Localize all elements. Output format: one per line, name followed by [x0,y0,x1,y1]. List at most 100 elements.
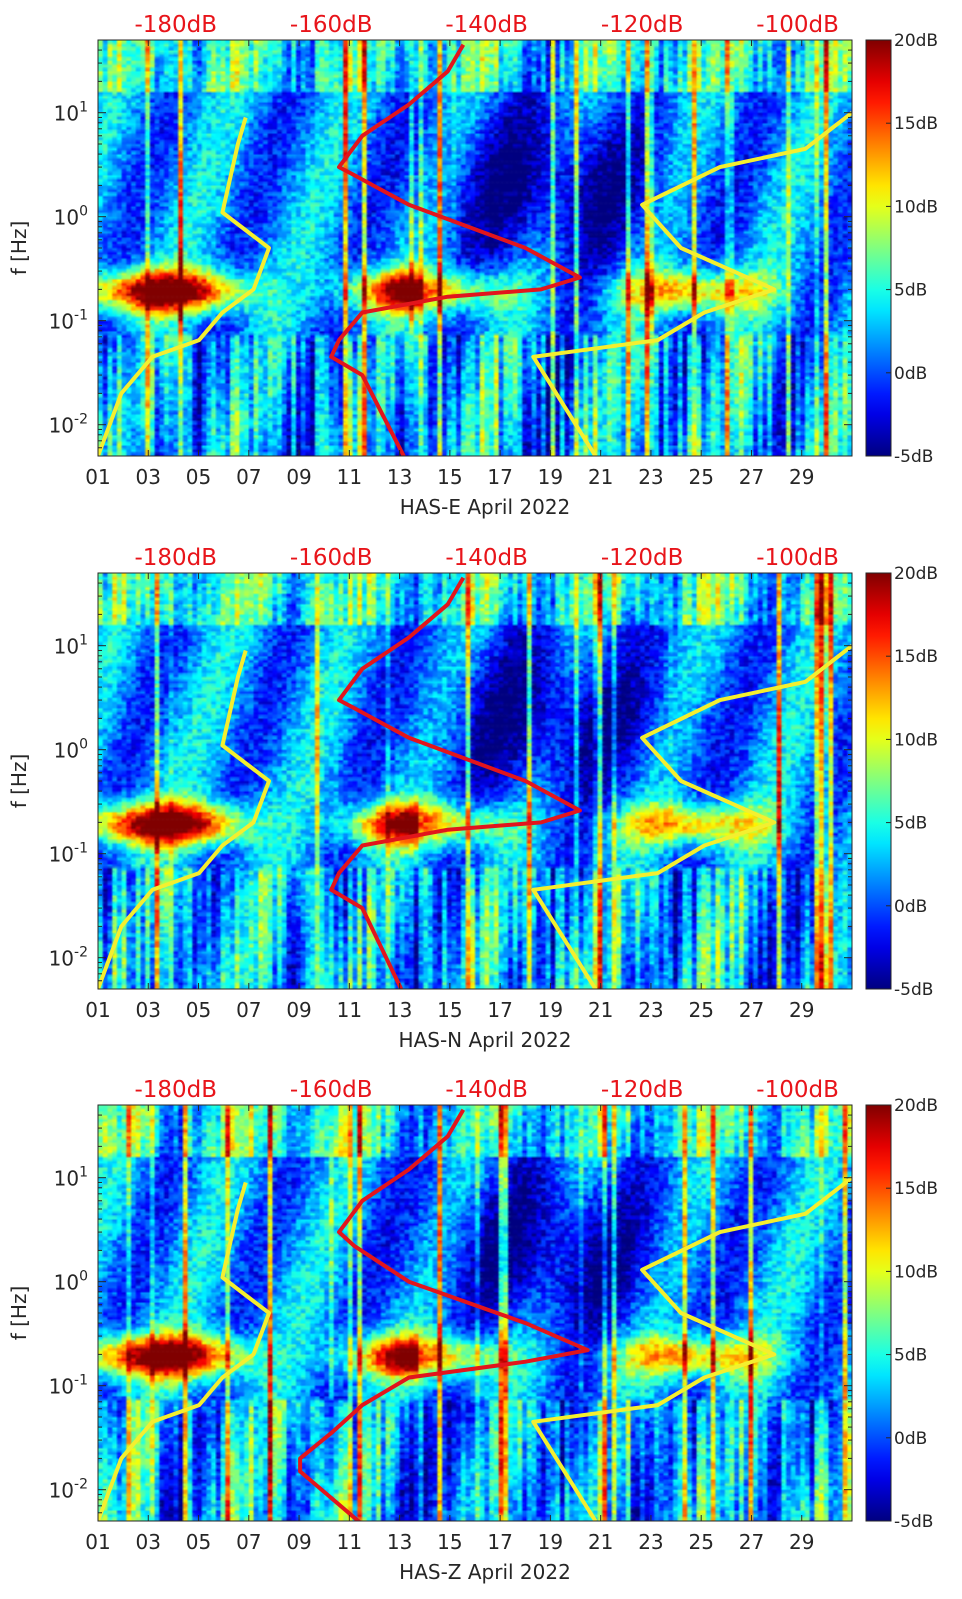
top-axis-label: -160dB [290,545,373,571]
top-axis-label: -120dB [601,1077,684,1103]
x-tick-label: 23 [638,465,663,489]
top-axis-label: -120dB [601,545,684,571]
colorbar-label: 15dB [894,1179,938,1199]
panel-2: 01 03 05 07 09 11 13 15 17 19 21 23 25 27 29 HAS-N Apri… [7,545,938,1052]
colorbar-label: -5dB [894,447,933,467]
x-tick-label: 09 [286,998,311,1022]
x-axis-label: HAS-Z April 2022 [399,1560,571,1584]
x-tick-label: 19 [538,998,563,1022]
colorbar-label: 0dB [894,364,927,384]
colorbar-label: 15dB [894,647,938,667]
x-tick-label: 17 [487,998,512,1022]
x-tick-label: 11 [337,465,362,489]
top-axis-label: -140dB [445,12,528,38]
spectrogram-image [98,40,852,456]
x-tick-label: 09 [286,465,311,489]
panel-3: 01 03 05 07 09 11 13 15 17 19 21 23 25 27 29 HAS-Z Apri… [7,1077,938,1584]
y-axis-label: f [Hz] [7,754,31,809]
colorbar-label: 20dB [894,31,938,51]
x-tick-label: 25 [688,1530,713,1554]
series-line-3 [531,644,852,989]
top-axis-label: -100dB [756,1077,839,1103]
x-tick-label: 17 [487,1530,512,1554]
colorbar-label: 5dB [894,281,927,301]
x-tick-label: 03 [136,998,161,1022]
x-tick-label: 07 [236,1530,261,1554]
y-tick-label: 100 [54,1269,88,1295]
top-axis-label: -180dB [134,1077,217,1103]
x-tick-label: 27 [739,1530,764,1554]
y-tick-label: 101 [54,633,88,659]
colorbar-label: 5dB [894,1346,927,1366]
panel-1: 01 03 05 07 09 11 13 15 17 19 21 23 25 27 29 HAS-E Apri… [7,12,938,519]
x-tick-label: 19 [538,1530,563,1554]
x-tick-label: 19 [538,465,563,489]
x-tick-label: 03 [136,1530,161,1554]
x-tick-label: 23 [638,998,663,1022]
colorbar-label: -5dB [894,980,933,1000]
x-tick-label: 15 [437,1530,462,1554]
x-tick-label: 13 [387,465,412,489]
x-tick-label: 15 [437,998,462,1022]
colorbar-label: 0dB [894,1429,927,1449]
y-tick-label: 101 [54,1165,88,1191]
x-tick-label: 29 [789,465,814,489]
colorbar [865,39,892,457]
series-line-2 [329,576,582,989]
top-axis-label: -120dB [601,12,684,38]
colorbar-label: 10dB [894,730,938,750]
x-tick-label: 29 [789,1530,814,1554]
top-axis-label: -180dB [134,545,217,571]
colorbar-label: 20dB [894,1096,938,1116]
x-axis-label: HAS-E April 2022 [400,495,571,519]
x-axis-label: HAS-N April 2022 [399,1028,572,1052]
x-tick-label: 21 [588,1530,613,1554]
y-tick-label: 10-2 [49,412,88,438]
x-tick-label: 25 [688,998,713,1022]
y-tick-label: 10-2 [49,945,88,971]
x-tick-label: 11 [337,998,362,1022]
x-tick-label: 25 [688,465,713,489]
x-tick-label: 17 [487,465,512,489]
series-line-1 [98,116,271,456]
series-line-1 [98,1181,271,1521]
y-tick-label: 10-1 [49,841,88,867]
x-tick-label: 05 [186,465,211,489]
x-tick-label: 15 [437,465,462,489]
y-tick-label: 10-2 [49,1477,88,1503]
y-tick-label: 10-1 [49,1373,88,1399]
x-tick-label: 05 [186,998,211,1022]
y-tick-label: 101 [54,100,88,126]
y-tick-label: 100 [54,204,88,230]
colorbar [865,1104,892,1522]
top-axis-label: -160dB [290,1077,373,1103]
top-axis-label: -100dB [756,545,839,571]
x-tick-label: 01 [85,998,110,1022]
top-axis-label: -160dB [290,12,373,38]
colorbar-label: 10dB [894,197,938,217]
x-tick-label: 13 [387,1530,412,1554]
x-tick-label: 13 [387,998,412,1022]
spectrogram-image [98,573,852,989]
y-tick-label: 100 [54,737,88,763]
x-tick-label: 29 [789,998,814,1022]
colorbar [865,572,892,990]
series-line-3 [531,111,852,456]
top-axis-label: -140dB [445,545,528,571]
colorbar-label: -5dB [894,1512,933,1532]
x-tick-label: 27 [739,465,764,489]
y-axis-label: f [Hz] [7,1286,31,1341]
x-tick-label: 01 [85,465,110,489]
colorbar-label: 0dB [894,897,927,917]
top-axis-label: -180dB [134,12,217,38]
x-tick-label: 11 [337,1530,362,1554]
x-tick-label: 27 [739,998,764,1022]
top-axis-label: -100dB [756,12,839,38]
y-axis-label: f [Hz] [7,221,31,276]
colorbar-label: 15dB [894,114,938,134]
x-tick-label: 01 [85,1530,110,1554]
series-line-2 [329,43,582,456]
colorbar-label: 5dB [894,814,927,834]
